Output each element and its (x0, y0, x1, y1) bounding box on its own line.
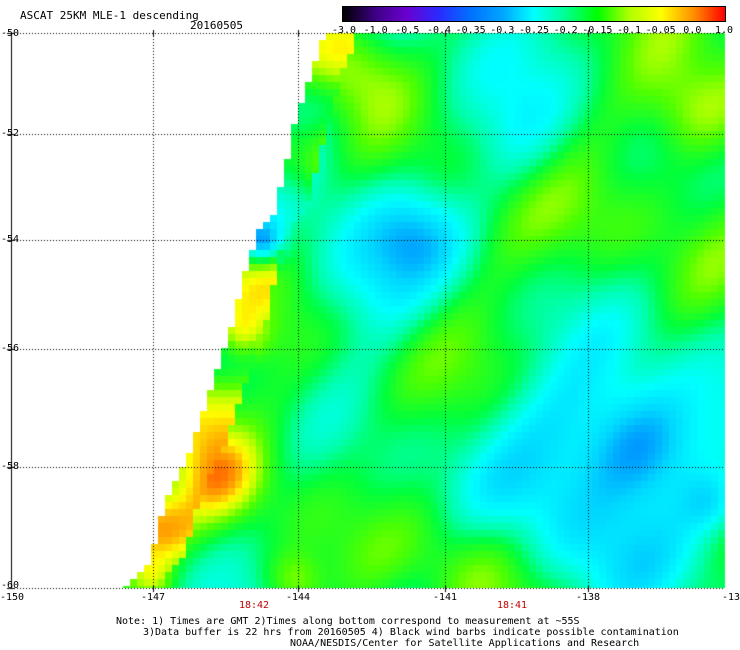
lat-label-54: -54 (1, 234, 20, 245)
colorbar-label: -0.5 (395, 25, 420, 36)
lon-label-144: -144 (285, 592, 311, 603)
note-line-1: Note: 1) Times are GMT 2)Times along bot… (116, 616, 580, 627)
lat-label-50: -50 (1, 28, 20, 39)
colorbar-label: -3.0 (331, 25, 357, 36)
map-date: 20160505 (190, 19, 243, 32)
lat-label-60: -60 (1, 580, 20, 591)
colorbar-label: -0.2 (553, 25, 578, 36)
lon-label-138: -138 (575, 592, 601, 603)
note-line-2: 3)Data buffer is 22 hrs from 20160505 4)… (143, 627, 679, 638)
colorbar-label: -0.25 (518, 25, 550, 36)
lon-label-147: -147 (140, 592, 166, 603)
lon-label-135: -13 (721, 592, 740, 603)
colorbar-label: 0.0 (683, 25, 702, 36)
colorbar-label: -0.15 (582, 25, 613, 36)
colorbar-label: -0.1 (616, 25, 642, 36)
note-line-3: NOAA/NESDIS/Center for Satellite Applica… (290, 638, 640, 649)
lat-label-52: -52 (1, 128, 20, 139)
time-label-1: 18:42 (238, 600, 270, 611)
colorbar-label: -0.4 (426, 25, 452, 36)
lat-label-58: -58 (1, 461, 20, 472)
colorbar-label: -0.3 (490, 25, 515, 36)
time-label-2: 18:41 (496, 600, 528, 611)
lat-label-56: -56 (1, 343, 20, 354)
colorbar-label: -0.35 (455, 25, 486, 36)
colorbar (342, 6, 726, 22)
map-title: ASCAT 25KM MLE-1 descending (20, 9, 199, 22)
colorbar-label: 1.0 (714, 25, 734, 36)
colorbar-label: -0.05 (645, 25, 676, 36)
colorbar-label: -1.0 (363, 25, 388, 36)
lon-label-150: -150 (0, 592, 25, 603)
lon-label-141: -141 (432, 592, 458, 603)
